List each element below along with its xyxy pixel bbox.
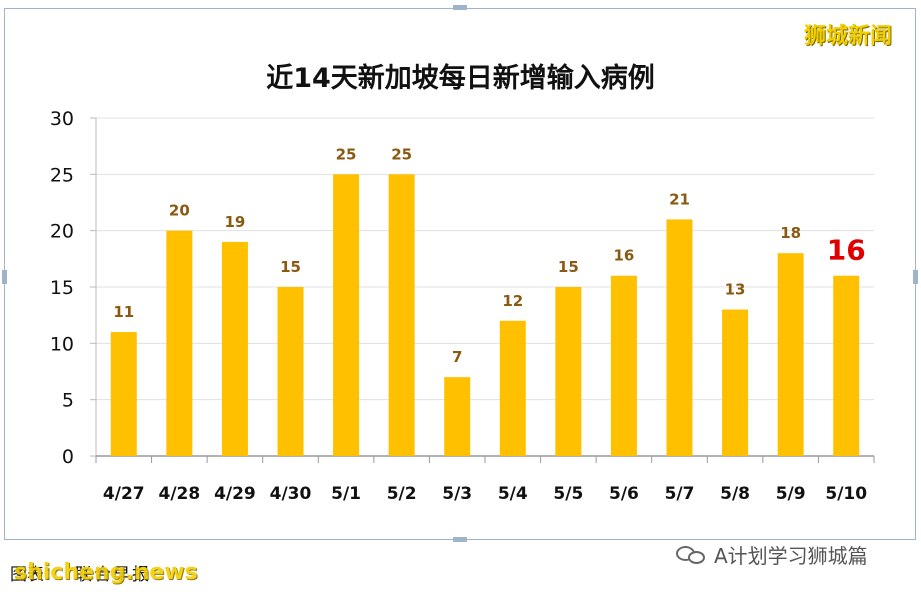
- resize-handle-bottom[interactable]: [453, 537, 467, 542]
- y-tick-label: 15: [50, 277, 74, 299]
- data-label: 16: [827, 234, 866, 267]
- data-label: 25: [391, 145, 412, 163]
- x-tick-label: 4/30: [270, 484, 312, 504]
- y-tick-label: 0: [62, 446, 74, 468]
- data-label: 13: [725, 281, 746, 299]
- data-label: 15: [558, 258, 579, 276]
- bar: [499, 320, 526, 456]
- x-tick-label: 5/9: [776, 484, 806, 504]
- footer-source: 图表： 联合早报: [10, 560, 151, 585]
- bar: [388, 174, 415, 457]
- footer-source-label: 图表：: [10, 565, 61, 585]
- resize-handle-left[interactable]: [2, 270, 7, 284]
- watermark-logo: 狮城新闻: [804, 24, 893, 49]
- data-label: 11: [113, 303, 134, 321]
- grid-layer: [96, 117, 874, 401]
- y-tick-label: 5: [62, 390, 74, 412]
- bar: [833, 275, 860, 456]
- brand-watermark: shicheng.news: [14, 560, 198, 585]
- x-tick-label: 5/4: [498, 484, 528, 504]
- chart-title: 近14天新加坡每日新增输入病例: [266, 63, 655, 94]
- bar: [722, 309, 749, 456]
- bar: [610, 275, 637, 456]
- y-tick-label: 10: [50, 333, 74, 355]
- x-tick-label: 5/10: [825, 484, 867, 504]
- x-tick-label: 5/7: [665, 484, 695, 504]
- data-label: 19: [224, 213, 245, 231]
- data-label: 18: [780, 224, 801, 242]
- data-label: 7: [452, 348, 462, 366]
- resize-handle-right[interactable]: [913, 270, 918, 284]
- data-label: 25: [336, 145, 357, 163]
- label-layer: 11 4/27 20 4/28 19 4/29 15 4/30 25 5/1 25 5/2 7 5/3 12…: [103, 145, 867, 504]
- data-label: 12: [502, 292, 523, 310]
- data-label: 20: [169, 202, 190, 220]
- y-tick-label: 30: [50, 108, 74, 130]
- x-tick-label: 4/27: [103, 484, 145, 504]
- data-label: 16: [613, 247, 634, 265]
- x-tick-label: 5/8: [720, 484, 750, 504]
- x-tick-label: 4/28: [159, 484, 201, 504]
- bar: [166, 230, 193, 456]
- wechat-account-name: A计划学习狮城篇: [714, 544, 868, 568]
- x-tick-label: 5/3: [442, 484, 472, 504]
- bar-layer: [110, 174, 860, 457]
- footer-source-name: 联合早报: [75, 565, 151, 585]
- x-tick-label: 5/2: [387, 484, 417, 504]
- bar: [555, 287, 582, 456]
- x-tick-label: 5/5: [553, 484, 583, 504]
- bar: [666, 219, 693, 456]
- resize-handle-top[interactable]: [453, 5, 467, 10]
- y-tick-label: 25: [50, 164, 74, 186]
- bar: [333, 174, 360, 457]
- bar: [221, 241, 248, 456]
- bar: [110, 332, 137, 456]
- data-label: 15: [280, 258, 301, 276]
- x-tick-label: 5/6: [609, 484, 639, 504]
- y-tick-label: 20: [50, 221, 74, 243]
- wechat-icon: [676, 544, 708, 566]
- x-tick-label: 4/29: [214, 484, 256, 504]
- bar: [277, 287, 304, 456]
- bar: [777, 253, 804, 456]
- bar: [444, 377, 471, 456]
- wechat-account: A计划学习狮城篇: [676, 540, 868, 569]
- x-tick-label: 5/1: [331, 484, 361, 504]
- data-label: 21: [669, 190, 690, 208]
